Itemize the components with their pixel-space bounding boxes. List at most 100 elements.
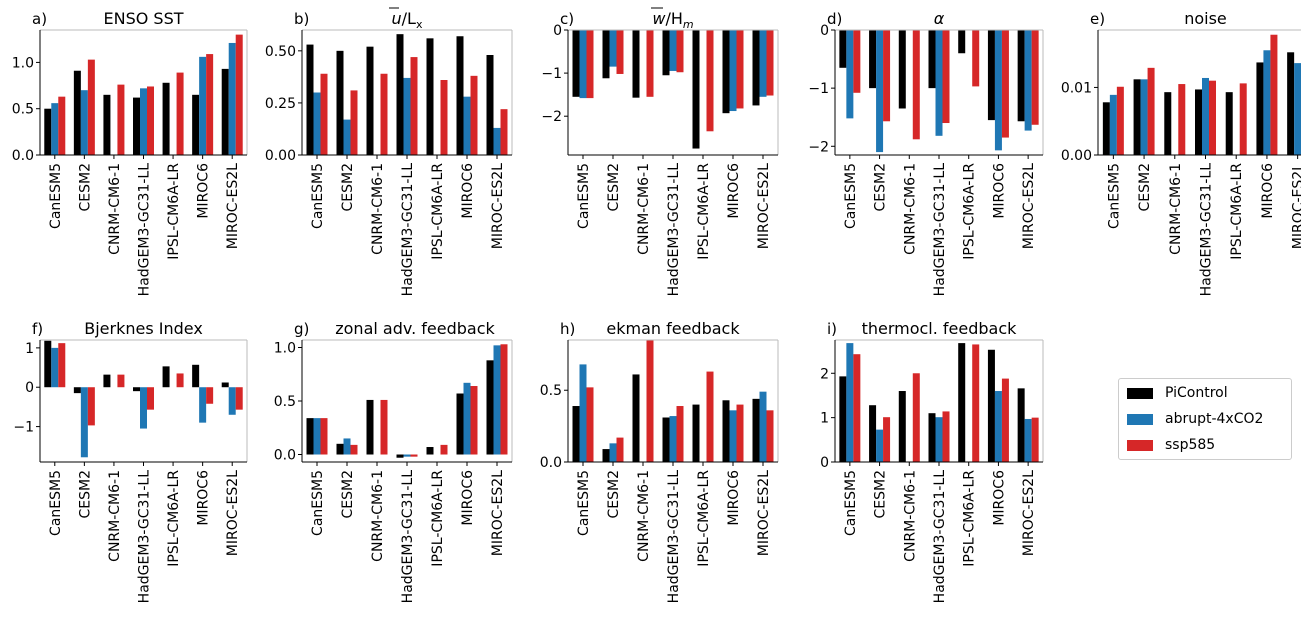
bar-ssp585-miroc6 bbox=[1001, 378, 1009, 462]
bar-ssp585-canesm5 bbox=[586, 30, 594, 99]
x-tick-label-miroc6: MIROC6 bbox=[991, 163, 1007, 219]
bar-picontrol-canesm5 bbox=[572, 30, 580, 97]
x-tick-label-cesm2: CESM2 bbox=[77, 163, 93, 212]
bar-abrupt-4xco2-canesm5 bbox=[51, 347, 59, 388]
bar-picontrol-ipsl-cm6a-lr bbox=[162, 82, 170, 155]
bar-picontrol-cnrm-cm6-1 bbox=[632, 30, 640, 98]
x-tick-label-miroc6: MIROC6 bbox=[460, 163, 476, 219]
bar-picontrol-ipsl-cm6a-lr bbox=[162, 366, 170, 388]
bar-ssp585-miroc-es2l bbox=[235, 387, 243, 410]
bar-ssp585-cnrm-cm6-1 bbox=[380, 399, 388, 455]
bar-ssp585-miroc-es2l bbox=[766, 410, 774, 462]
bar-abrupt-4xco2-miroc-es2l bbox=[1294, 63, 1301, 155]
bar-abrupt-4xco2-hadgem3-gc31-ll bbox=[1202, 77, 1209, 155]
y-tick-label: 0.0 bbox=[274, 448, 296, 464]
x-tick-label-cnrm-cm6-1: CNRM-CM6-1 bbox=[902, 163, 918, 255]
bar-picontrol-cesm2 bbox=[336, 50, 344, 155]
bar-ssp585-cesm2 bbox=[883, 417, 891, 462]
x-tick-label-hadgem3-gc31-ll: HadGEM3-GC31-LL bbox=[400, 470, 416, 604]
bar-ssp585-ipsl-cm6a-lr bbox=[972, 30, 980, 87]
bar-picontrol-ipsl-cm6a-lr bbox=[426, 38, 434, 155]
x-tick-label-cnrm-cm6-1: CNRM-CM6-1 bbox=[107, 470, 123, 562]
bars bbox=[1102, 34, 1301, 155]
bar-ssp585-cesm2 bbox=[616, 30, 624, 74]
bar-abrupt-4xco2-cesm2 bbox=[876, 429, 884, 462]
bar-ssp585-canesm5 bbox=[1116, 86, 1124, 155]
bar-ssp585-cnrm-cm6-1 bbox=[646, 30, 654, 97]
bar-picontrol-cesm2 bbox=[1133, 79, 1141, 155]
bar-ssp585-ipsl-cm6a-lr bbox=[706, 371, 714, 462]
y-tick-label: 0 bbox=[553, 23, 562, 39]
bars bbox=[572, 30, 774, 149]
bar-picontrol-cesm2 bbox=[602, 30, 610, 79]
legend-item-abrupt-4xco2: abrupt-4xCO2 bbox=[1127, 407, 1291, 431]
bar-picontrol-miroc6 bbox=[722, 30, 730, 114]
x-tick-label-cnrm-cm6-1: CNRM-CM6-1 bbox=[107, 163, 123, 255]
bar-abrupt-4xco2-canesm5 bbox=[846, 343, 854, 462]
x-tick-label-hadgem3-gc31-ll: HadGEM3-GC31-LL bbox=[666, 163, 682, 297]
x-tick-label-cnrm-cm6-1: CNRM-CM6-1 bbox=[636, 163, 652, 255]
y-tick-label: 1.0 bbox=[12, 55, 34, 71]
bar-picontrol-miroc6 bbox=[456, 36, 464, 155]
panel-noise: 0.00 0.01 CanESM5 CESM2 CNRM-CM6-1 HadGEM3-GC… bbox=[1061, 9, 1301, 296]
bar-ssp585-cesm2 bbox=[883, 30, 891, 122]
bar-ssp585-cnrm-cm6-1 bbox=[117, 374, 125, 388]
bars bbox=[839, 343, 1039, 462]
x-tick-label-ipsl-cm6a-lr: IPSL-CM6A-LR bbox=[430, 163, 446, 260]
bar-abrupt-4xco2-hadgem3-gc31-ll bbox=[140, 88, 147, 155]
bar-abrupt-4xco2-canesm5 bbox=[313, 92, 321, 155]
x-tick-label-canesm5: CanESM5 bbox=[48, 163, 64, 229]
bar-abrupt-4xco2-hadgem3-gc31-ll bbox=[403, 77, 411, 155]
panel-: 0 −1 −2 CanESM5 CESM2 CNRM-CM6-1 HadGEM3-GC31-… bbox=[808, 9, 1044, 297]
bar-abrupt-4xco2-canesm5 bbox=[51, 103, 59, 155]
bar-ssp585-ipsl-cm6a-lr bbox=[440, 80, 448, 155]
bar-ssp585-cnrm-cm6-1 bbox=[380, 73, 388, 155]
y-tick-label: 1.0 bbox=[274, 340, 296, 356]
x-tick-label-cesm2: CESM2 bbox=[873, 470, 889, 519]
bar-picontrol-cesm2 bbox=[602, 449, 610, 462]
bar-ssp585-miroc-es2l bbox=[1031, 30, 1039, 125]
panel-u-lx: 0.00 0.25 0.50 CanESM5 CESM2 CNRM-CM6-1 HadGEM… bbox=[265, 7, 513, 297]
x-tick-label-hadgem3-gc31-ll: HadGEM3-GC31-LL bbox=[932, 163, 948, 297]
bar-abrupt-4xco2-miroc-es2l bbox=[228, 387, 236, 415]
x-tick-label-hadgem3-gc31-ll: HadGEM3-GC31-LL bbox=[400, 163, 416, 297]
bar-picontrol-miroc6 bbox=[456, 393, 464, 455]
bar-ssp585-cnrm-cm6-1 bbox=[117, 84, 125, 155]
bar-abrupt-4xco2-miroc-es2l bbox=[493, 345, 501, 455]
bar-picontrol-miroc-es2l bbox=[752, 398, 760, 462]
bar-abrupt-4xco2-cesm2 bbox=[80, 90, 88, 155]
panel-label: b) bbox=[294, 10, 309, 28]
x-tick-label-hadgem3-gc31-ll: HadGEM3-GC31-LL bbox=[137, 163, 153, 297]
y-tick-label: 0.00 bbox=[265, 148, 296, 164]
bar-picontrol-miroc6 bbox=[987, 349, 995, 462]
bar-picontrol-cnrm-cm6-1 bbox=[366, 399, 374, 455]
panel-label: f) bbox=[32, 320, 43, 338]
y-tick-label: −1 bbox=[13, 420, 34, 436]
bar-ssp585-cnrm-cm6-1 bbox=[912, 373, 920, 462]
bars bbox=[44, 34, 243, 155]
bar-ssp585-cnrm-cm6-1 bbox=[646, 340, 654, 462]
x-tick-label-canesm5: CanESM5 bbox=[48, 470, 64, 536]
y-tick-label: 1 bbox=[25, 341, 34, 357]
x-tick-label-ipsl-cm6a-lr: IPSL-CM6A-LR bbox=[962, 163, 978, 260]
x-tick-label-cesm2: CESM2 bbox=[606, 470, 622, 519]
x-tick-label-cnrm-cm6-1: CNRM-CM6-1 bbox=[1168, 163, 1184, 255]
y-tick-label: 0.0 bbox=[12, 148, 34, 164]
bar-abrupt-4xco2-miroc-es2l bbox=[1024, 418, 1032, 462]
y-tick-label: 1 bbox=[820, 411, 829, 427]
x-tick-label-miroc6: MIROC6 bbox=[196, 163, 212, 219]
y-tick-label: 0 bbox=[820, 455, 829, 471]
bar-ssp585-canesm5 bbox=[58, 96, 66, 155]
bar-abrupt-4xco2-canesm5 bbox=[313, 418, 321, 455]
bar-ssp585-hadgem3-gc31-ll bbox=[410, 454, 418, 457]
bar-ssp585-miroc6 bbox=[206, 54, 214, 155]
bar-picontrol-hadgem3-gc31-ll bbox=[396, 34, 404, 155]
x-tick-label-cnrm-cm6-1: CNRM-CM6-1 bbox=[370, 163, 386, 255]
legend-item-ssp585: ssp585 bbox=[1127, 433, 1291, 457]
bar-ssp585-ipsl-cm6a-lr bbox=[1239, 83, 1247, 155]
x-tick-label-cesm2: CESM2 bbox=[606, 163, 622, 212]
bar-ssp585-hadgem3-gc31-ll bbox=[942, 411, 950, 462]
x-tick-label-miroc6: MIROC6 bbox=[726, 163, 742, 219]
x-tick-label-miroc-es2l: MIROC-ES2L bbox=[756, 163, 772, 249]
